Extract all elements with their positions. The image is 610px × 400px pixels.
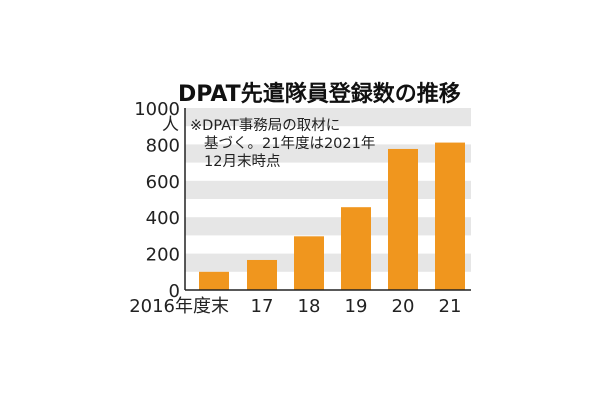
y-tick-label: 0 [169,281,180,302]
bar [294,236,324,290]
y-tick-label: 600 [146,172,180,193]
x-tick-labels: 2016年度末 17 18 19 20 21 [129,296,461,317]
x-tick-label: 21 [439,296,462,317]
source-note: ※DPAT事務局の取材に 基づく。21年度は2021年 12月末時点 [190,117,375,170]
chart-title: DPAT先遣隊員登録数の推移 [178,81,461,107]
y-tick-label: 200 [146,245,180,266]
bar [388,148,418,290]
background-band [185,180,471,199]
background-band [185,217,471,236]
bars [199,142,465,290]
bar [435,142,465,290]
x-tick-label: 20 [392,296,415,317]
x-tick-label: 17 [251,296,274,317]
y-tick-label: 1000 [134,99,180,120]
bar [199,271,229,290]
source-note-line: ※DPAT事務局の取材に [190,117,340,134]
source-note-line: 基づく。21年度は2021年 [204,135,375,152]
y-tick-label: 400 [146,208,180,229]
bar [341,207,371,290]
bar [247,259,277,290]
x-tick-label: 19 [345,296,368,317]
y-tick-labels: 0 200 400 600 800 1000 [134,99,180,302]
source-note-line: 12月末時点 [204,153,280,170]
x-tick-label: 18 [298,296,321,317]
y-tick-label: 800 [146,135,180,156]
background-band [185,253,471,272]
background-band [185,108,471,127]
x-tick-label: 2016年度末 [129,296,229,317]
y-axis-unit: 人 [162,115,179,135]
